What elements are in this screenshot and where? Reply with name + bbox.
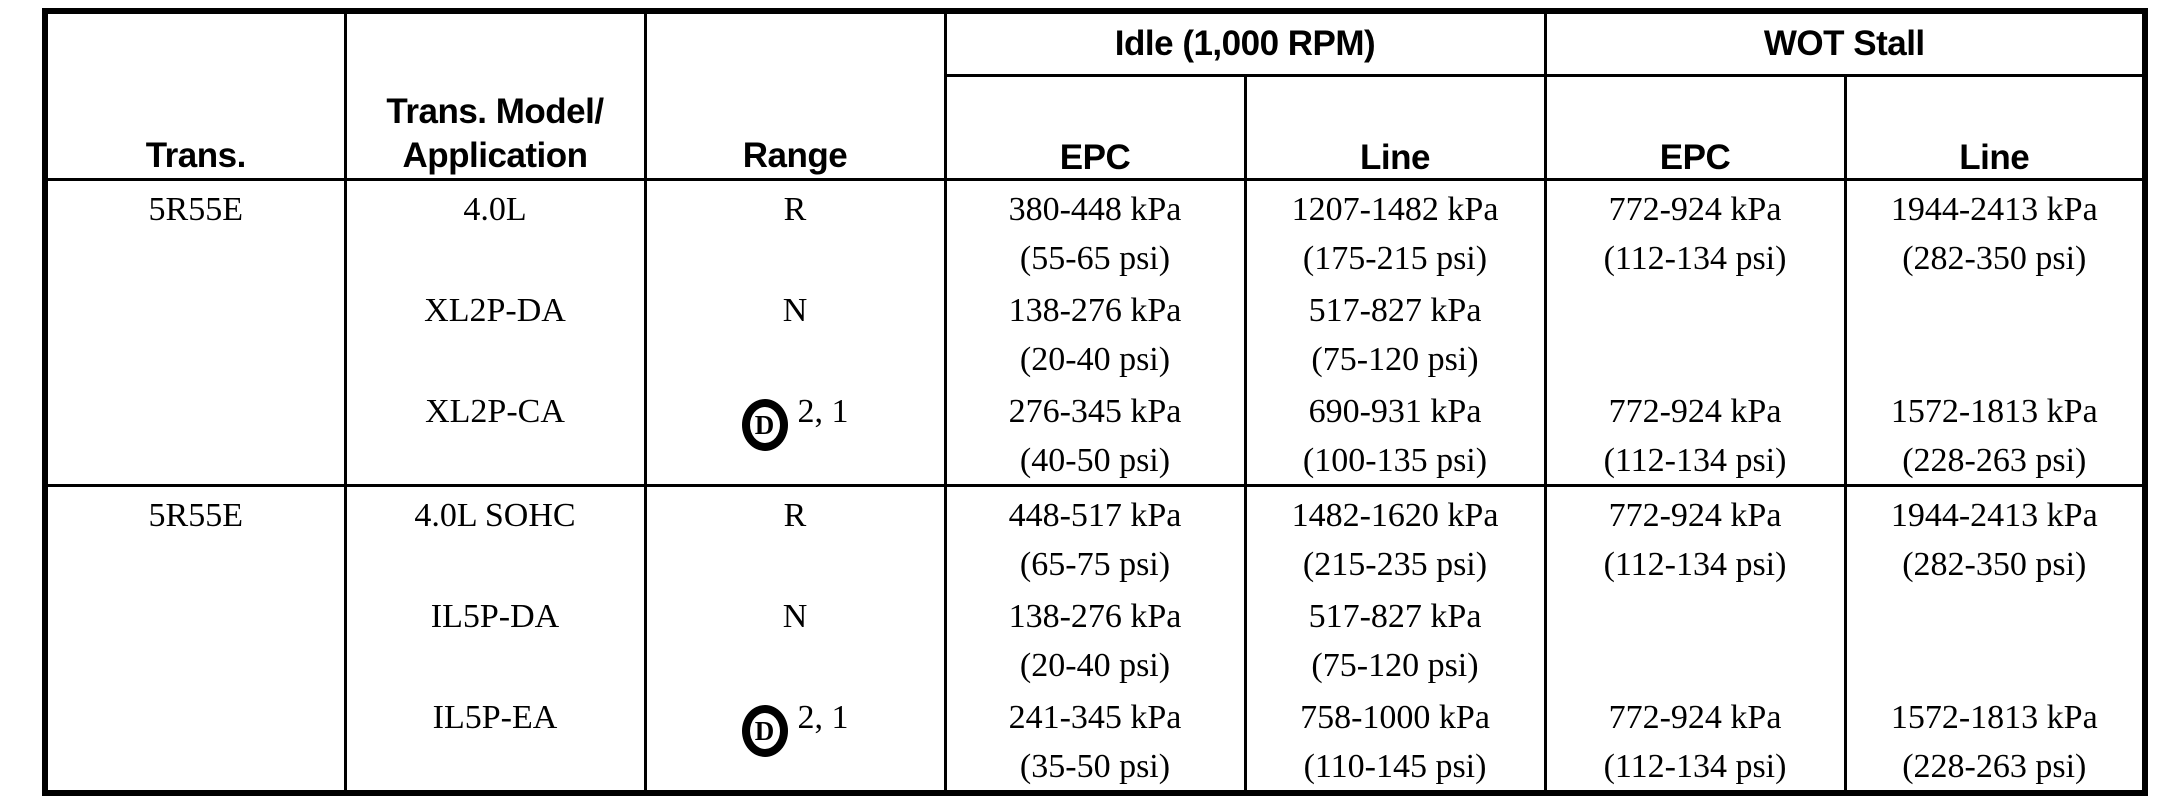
pressure-kpa: 772-924 kPa	[1608, 698, 1782, 736]
pressure-kpa: 1572-1813 kPa	[1890, 392, 2098, 430]
pressure-psi: (75-120 psi)	[1311, 340, 1479, 378]
header-wot-line: Line	[1843, 73, 2147, 181]
idle-epc-cell: 380-448 kPa (55-65 psi) 138-276 kPa (20-…	[943, 177, 1247, 487]
wot-line-cell: 1944-2413 kPa (282-350 psi) 1572-1813 kP…	[1843, 177, 2147, 487]
pressure-kpa: 241-345 kPa	[1008, 698, 1182, 736]
pressure-kpa: 448-517 kPa	[1008, 496, 1182, 534]
header-trans: Trans.	[43, 9, 347, 181]
pressure-psi: (175-215 psi)	[1302, 239, 1488, 277]
drive-symbol-letter: D	[754, 715, 775, 746]
header-wot-epc: EPC	[1543, 73, 1847, 181]
range-text: 2, 1	[797, 698, 849, 736]
pressure-kpa: 276-345 kPa	[1008, 392, 1182, 430]
pressure-psi: (40-50 psi)	[1019, 441, 1171, 479]
pressure-psi: (282-350 psi)	[1902, 545, 2087, 583]
pressure-kpa: 380-448 kPa	[1008, 190, 1182, 228]
pressure-kpa	[1848, 592, 2142, 641]
pressure-kpa: 1944-2413 kPa	[1890, 190, 2098, 228]
pressure-kpa	[1548, 286, 1842, 335]
pressure-psi	[1848, 641, 2142, 690]
header-idle-line: Line	[1243, 73, 1547, 181]
pressure-psi: (112-134 psi)	[1603, 239, 1787, 277]
pressure-kpa	[1548, 592, 1842, 641]
model-value: 4.0L	[463, 190, 527, 228]
pressure-psi	[1848, 335, 2142, 384]
trans-cell: 5R55E	[43, 483, 347, 794]
pressure-kpa: 772-924 kPa	[1608, 496, 1782, 534]
wot-epc-cell: 772-924 kPa (112-134 psi) 772-924 kPa (1…	[1543, 483, 1847, 794]
pressure-kpa	[1848, 286, 2142, 335]
idle-epc-cell: 448-517 kPa (65-75 psi) 138-276 kPa (20-…	[943, 483, 1247, 794]
range-value: N	[782, 597, 808, 635]
range-value: D 2, 1	[648, 387, 942, 451]
drive-in-circle-icon: D	[741, 399, 788, 451]
wot-epc-cell: 772-924 kPa (112-134 psi) 772-924 kPa (1…	[1543, 177, 1847, 487]
table-row-group-1: 5R55E 4.0L XL2P-DA XL2P-CA R N D 2, 1 380…	[43, 177, 2147, 487]
document-sheet: Trans. Trans. Model/ Application Range I…	[42, 8, 2149, 796]
pressure-kpa: 138-276 kPa	[1008, 291, 1182, 329]
header-trans-label: Trans.	[145, 135, 247, 175]
pressure-psi: (112-134 psi)	[1603, 545, 1787, 583]
range-value: N	[782, 291, 808, 329]
header-model-line1: Trans. Model/	[386, 91, 604, 131]
range-cell: R N D 2, 1	[643, 483, 947, 794]
pressure-kpa: 1207-1482 kPa	[1291, 190, 1499, 228]
range-text: 2, 1	[797, 392, 849, 430]
model-value: IL5P-EA	[432, 698, 558, 736]
pressure-psi: (282-350 psi)	[1902, 239, 2087, 277]
pressure-psi	[1548, 335, 1842, 384]
pressure-psi: (55-65 psi)	[1019, 239, 1171, 277]
pressure-psi	[1548, 641, 1842, 690]
drive-in-circle-icon: D	[741, 705, 788, 757]
pressure-kpa: 517-827 kPa	[1308, 597, 1482, 635]
pressure-kpa: 517-827 kPa	[1308, 291, 1482, 329]
pressure-kpa: 758-1000 kPa	[1300, 698, 1490, 736]
model-cell: 4.0L SOHC IL5P-DA IL5P-EA	[343, 483, 647, 794]
table-row-group-2: 5R55E 4.0L SOHC IL5P-DA IL5P-EA R N D 2, …	[43, 483, 2147, 794]
model-value: 4.0L SOHC	[414, 496, 576, 534]
model-cell: 4.0L XL2P-DA XL2P-CA	[343, 177, 647, 487]
drive-symbol-letter: D	[754, 409, 775, 440]
trans-value: 5R55E	[148, 190, 243, 228]
pressure-psi: (215-235 psi)	[1302, 545, 1488, 583]
header-model-application: Trans. Model/ Application	[343, 9, 647, 181]
pressure-psi: (110-145 psi)	[1303, 747, 1487, 785]
pressure-psi: (228-263 psi)	[1902, 441, 2087, 479]
trans-cell: 5R55E	[43, 177, 347, 487]
range-value: R	[783, 496, 807, 534]
pressure-kpa: 1572-1813 kPa	[1890, 698, 2098, 736]
pressure-psi: (228-263 psi)	[1902, 747, 2087, 785]
trans-value: 5R55E	[148, 496, 243, 534]
pressure-spec-table: Trans. Trans. Model/ Application Range I…	[42, 8, 2149, 796]
pressure-psi: (20-40 psi)	[1019, 340, 1171, 378]
header-range: Range	[643, 9, 947, 181]
pressure-psi: (35-50 psi)	[1019, 747, 1171, 785]
pressure-psi: (112-134 psi)	[1603, 441, 1787, 479]
pressure-psi: (112-134 psi)	[1603, 747, 1787, 785]
header-model-line2: Application	[402, 135, 588, 175]
range-value: D 2, 1	[648, 693, 942, 757]
header-range-label: Range	[742, 135, 848, 175]
pressure-psi: (75-120 psi)	[1311, 646, 1479, 684]
header-idle-epc: EPC	[943, 73, 1247, 181]
pressure-kpa: 1944-2413 kPa	[1890, 496, 2098, 534]
header-wot-group: WOT Stall	[1543, 9, 2147, 77]
pressure-psi: (20-40 psi)	[1019, 646, 1171, 684]
pressure-kpa: 1482-1620 kPa	[1291, 496, 1499, 534]
pressure-kpa: 772-924 kPa	[1608, 190, 1782, 228]
pressure-kpa: 690-931 kPa	[1308, 392, 1482, 430]
model-value: XL2P-CA	[425, 392, 565, 430]
header-idle-group: Idle (1,000 RPM)	[943, 9, 1547, 77]
model-value: IL5P-DA	[430, 597, 560, 635]
model-value: XL2P-DA	[424, 291, 566, 329]
pressure-kpa: 138-276 kPa	[1008, 597, 1182, 635]
idle-line-cell: 1207-1482 kPa (175-215 psi) 517-827 kPa …	[1243, 177, 1547, 487]
range-cell: R N D 2, 1	[643, 177, 947, 487]
idle-line-cell: 1482-1620 kPa (215-235 psi) 517-827 kPa …	[1243, 483, 1547, 794]
pressure-psi: (65-75 psi)	[1019, 545, 1171, 583]
wot-line-cell: 1944-2413 kPa (282-350 psi) 1572-1813 kP…	[1843, 483, 2147, 794]
pressure-kpa: 772-924 kPa	[1608, 392, 1782, 430]
pressure-psi: (100-135 psi)	[1302, 441, 1488, 479]
range-value: R	[783, 190, 807, 228]
